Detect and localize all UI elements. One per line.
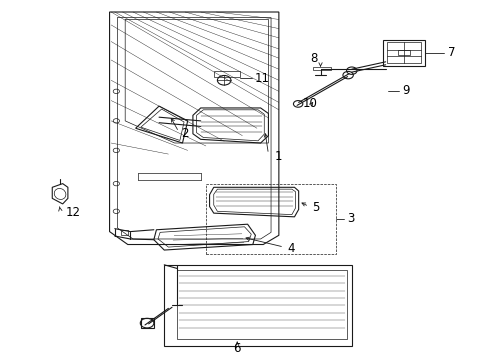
Text: 2: 2: [181, 127, 189, 140]
Text: 1: 1: [275, 150, 282, 163]
Text: 8: 8: [311, 52, 318, 66]
Text: 3: 3: [347, 212, 355, 225]
Text: 4: 4: [288, 242, 295, 255]
Text: 10: 10: [302, 97, 317, 110]
Text: 5: 5: [312, 201, 319, 214]
Text: 12: 12: [66, 206, 80, 219]
Text: 11: 11: [255, 72, 270, 85]
Text: 6: 6: [233, 342, 241, 355]
Text: 7: 7: [448, 46, 455, 59]
Text: 9: 9: [402, 84, 409, 97]
